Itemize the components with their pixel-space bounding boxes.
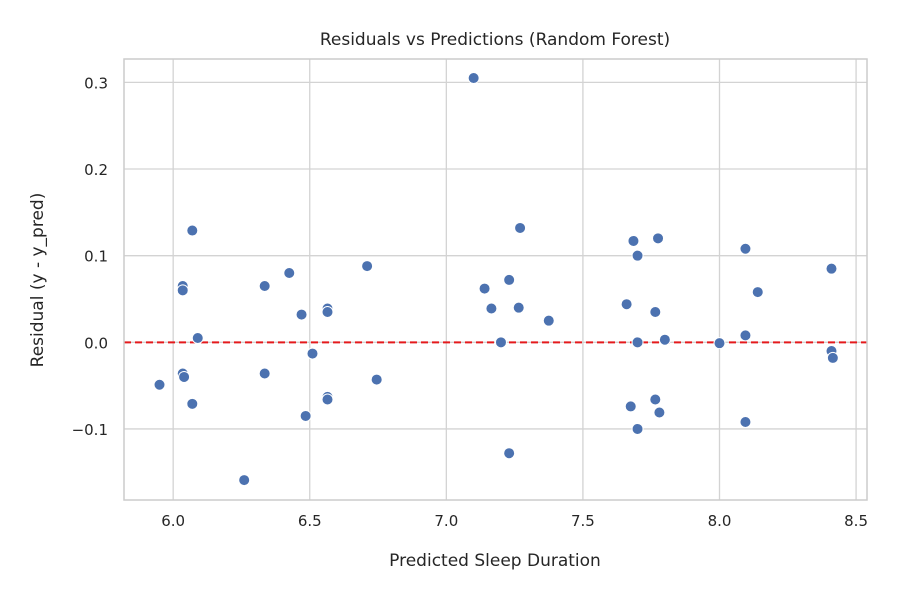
y-tick-label: 0.1 xyxy=(84,248,108,266)
data-point xyxy=(751,286,764,299)
data-point xyxy=(494,336,507,349)
data-point xyxy=(153,378,166,391)
data-point xyxy=(631,249,644,262)
data-point xyxy=(467,72,480,85)
data-point xyxy=(191,331,204,344)
data-point xyxy=(825,262,838,275)
data-point xyxy=(652,232,665,245)
x-tick-label: 6.5 xyxy=(298,512,322,530)
data-point xyxy=(542,314,555,327)
x-tick-label: 8.0 xyxy=(708,512,732,530)
data-point xyxy=(627,234,640,247)
data-point xyxy=(178,370,191,383)
data-point xyxy=(739,329,752,342)
data-point xyxy=(258,279,271,292)
y-tick-label: 0.3 xyxy=(84,74,108,92)
x-tick-label: 6.0 xyxy=(161,512,185,530)
data-point xyxy=(713,337,726,350)
data-point xyxy=(514,221,527,234)
data-point xyxy=(739,416,752,429)
data-point xyxy=(370,373,383,386)
data-point xyxy=(649,393,662,406)
data-point xyxy=(186,224,199,237)
chart-title: Residuals vs Predictions (Random Forest) xyxy=(320,30,670,50)
data-point xyxy=(649,305,662,318)
y-tick-label: 0.0 xyxy=(84,334,108,352)
x-tick-label: 7.0 xyxy=(434,512,458,530)
data-point xyxy=(176,284,189,297)
y-axis-label: Residual (y - y_pred) xyxy=(28,193,48,368)
data-point xyxy=(238,474,251,487)
data-point xyxy=(361,260,374,273)
y-tick-label: −0.1 xyxy=(72,421,108,439)
data-point xyxy=(826,351,839,364)
data-point xyxy=(299,409,312,422)
data-point xyxy=(620,298,633,311)
data-point xyxy=(658,333,671,346)
data-point xyxy=(306,347,319,360)
data-point xyxy=(739,242,752,255)
gridlines xyxy=(124,59,867,500)
data-points xyxy=(153,72,839,487)
data-point xyxy=(653,406,666,419)
data-point xyxy=(503,273,516,286)
data-point xyxy=(295,308,308,321)
data-point xyxy=(321,393,334,406)
x-tick-label: 8.5 xyxy=(844,512,868,530)
data-point xyxy=(321,305,334,318)
y-axis-ticks: −0.1 0.0 0.1 0.2 0.3 xyxy=(72,74,108,439)
data-point xyxy=(503,447,516,460)
y-tick-label: 0.2 xyxy=(84,161,108,179)
data-point xyxy=(258,367,271,380)
data-point xyxy=(283,267,296,280)
data-point xyxy=(186,397,199,410)
data-point xyxy=(485,302,498,315)
plot-frame xyxy=(123,58,868,501)
data-point xyxy=(512,301,525,314)
x-tick-label: 7.5 xyxy=(571,512,595,530)
data-point xyxy=(631,422,644,435)
data-point xyxy=(624,400,637,413)
data-point xyxy=(478,282,491,295)
data-point xyxy=(631,336,644,349)
x-axis-ticks: 6.0 6.5 7.0 7.5 8.0 8.5 xyxy=(161,512,868,530)
x-axis-label: Predicted Sleep Duration xyxy=(389,551,601,571)
